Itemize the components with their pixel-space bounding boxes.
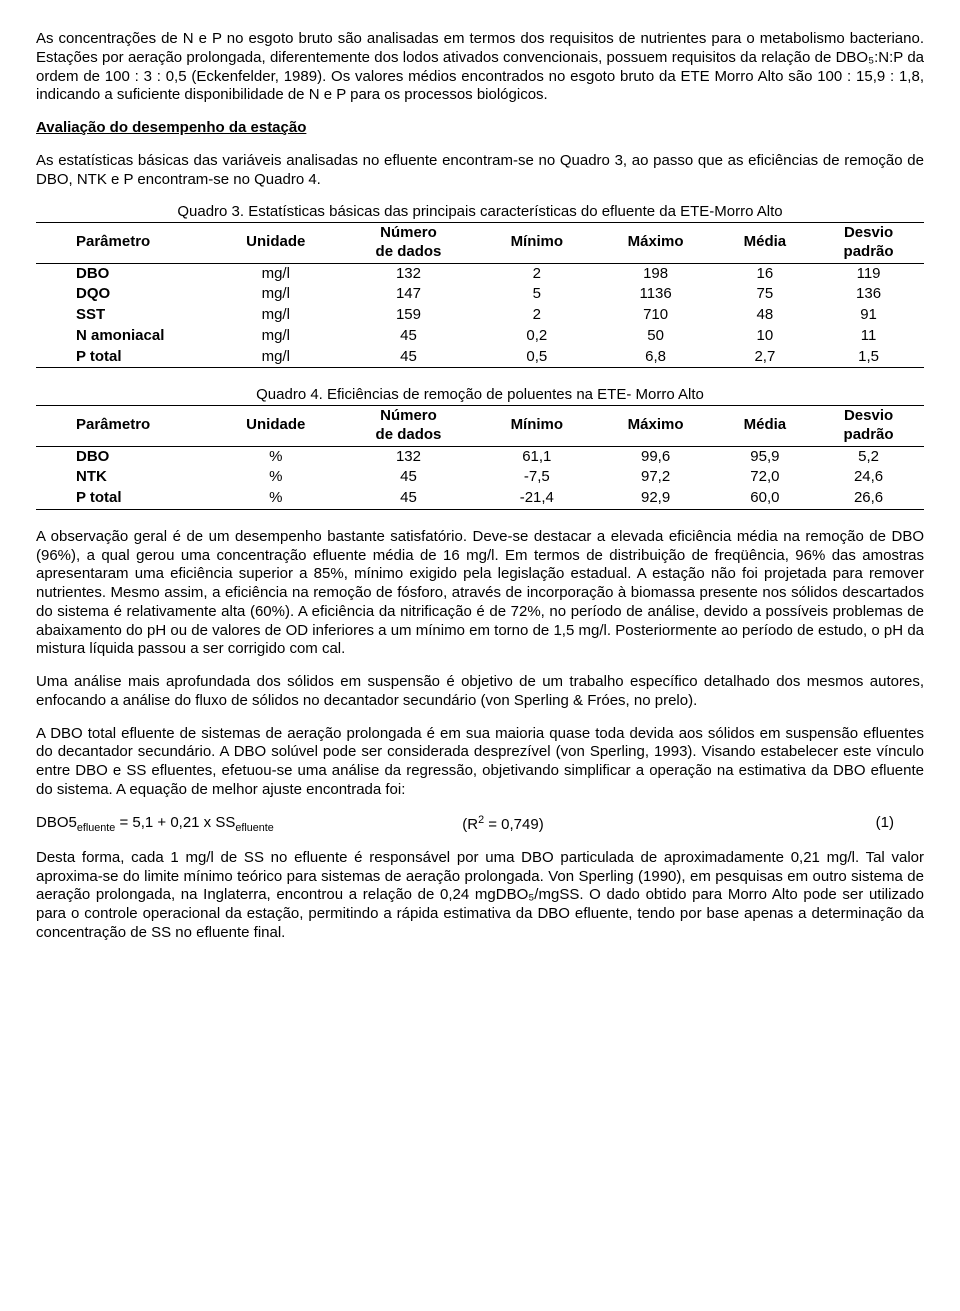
table-cell: 45 — [338, 326, 479, 347]
section-title: Avaliação do desempenho da estação — [36, 119, 924, 138]
table-cell: 159 — [338, 305, 479, 326]
paragraph-5: A DBO total efluente de sistemas de aera… — [36, 725, 924, 800]
table-cell: NTK — [36, 467, 214, 488]
table-row: DBO%13261,199,695,95,2 — [36, 446, 924, 467]
table-cell: 16 — [717, 263, 814, 284]
table4: Parâmetro Unidade Númerode dados Mínimo … — [36, 405, 924, 510]
table-cell: 136 — [813, 284, 924, 305]
table-cell: % — [214, 446, 338, 467]
table-cell: 5,2 — [813, 446, 924, 467]
th-param: Parâmetro — [36, 223, 214, 264]
table-cell: 99,6 — [595, 446, 717, 467]
table-cell: 45 — [338, 347, 479, 368]
table4-caption: Quadro 4. Eficiências de remoção de polu… — [36, 386, 924, 405]
th-unit: Unidade — [214, 406, 338, 447]
table-cell: 60,0 — [717, 488, 814, 509]
paragraph-2: As estatísticas básicas das variáveis an… — [36, 152, 924, 190]
table-row: SSTmg/l15927104891 — [36, 305, 924, 326]
table-cell: 2,7 — [717, 347, 814, 368]
table-cell: N amoniacal — [36, 326, 214, 347]
table-cell: DQO — [36, 284, 214, 305]
table-cell: 5 — [479, 284, 595, 305]
table-row: DQOmg/l1475113675136 — [36, 284, 924, 305]
table-cell: -7,5 — [479, 467, 595, 488]
table-row: N amoniacalmg/l450,2501011 — [36, 326, 924, 347]
equation-row: DBO5efluente = 5,1 + 0,21 x SSefluente (… — [36, 814, 924, 835]
equation-r2: (R2 = 0,749) — [462, 814, 728, 835]
paragraph-4: Uma análise mais aprofundada dos sólidos… — [36, 673, 924, 711]
table-cell: mg/l — [214, 305, 338, 326]
table-cell: DBO — [36, 446, 214, 467]
table-cell: 198 — [595, 263, 717, 284]
th-sd: Desviopadrão — [813, 406, 924, 447]
th-mean: Média — [717, 223, 814, 264]
th-sd: Desviopadrão — [813, 223, 924, 264]
table-cell: 2 — [479, 263, 595, 284]
table-cell: 24,6 — [813, 467, 924, 488]
table3: Parâmetro Unidade Númerode dados Mínimo … — [36, 222, 924, 368]
table-cell: 6,8 — [595, 347, 717, 368]
paragraph-3: A observação geral é de um desempenho ba… — [36, 528, 924, 659]
table-cell: 2 — [479, 305, 595, 326]
table-cell: mg/l — [214, 326, 338, 347]
table-cell: SST — [36, 305, 214, 326]
table-cell: 710 — [595, 305, 717, 326]
th-num: Númerode dados — [338, 223, 479, 264]
table-cell: mg/l — [214, 263, 338, 284]
equation-lhs: DBO5efluente = 5,1 + 0,21 x SSefluente — [36, 814, 462, 835]
th-unit: Unidade — [214, 223, 338, 264]
table-cell: 97,2 — [595, 467, 717, 488]
table-cell: 91 — [813, 305, 924, 326]
table-cell: 11 — [813, 326, 924, 347]
table-cell: 1,5 — [813, 347, 924, 368]
table-cell: DBO — [36, 263, 214, 284]
th-min: Mínimo — [479, 406, 595, 447]
table-cell: 1136 — [595, 284, 717, 305]
table-cell: 132 — [338, 446, 479, 467]
table-row: P totalmg/l450,56,82,71,5 — [36, 347, 924, 368]
table-cell: P total — [36, 347, 214, 368]
table-cell: 72,0 — [717, 467, 814, 488]
table-cell: 45 — [338, 488, 479, 509]
table-row: NTK%45-7,597,272,024,6 — [36, 467, 924, 488]
table-cell: % — [214, 488, 338, 509]
equation-num: (1) — [729, 814, 924, 835]
table-cell: P total — [36, 488, 214, 509]
table-cell: -21,4 — [479, 488, 595, 509]
table-cell: 61,1 — [479, 446, 595, 467]
table-cell: 92,9 — [595, 488, 717, 509]
table-cell: 50 — [595, 326, 717, 347]
table-cell: % — [214, 467, 338, 488]
table-cell: 95,9 — [717, 446, 814, 467]
table-cell: mg/l — [214, 347, 338, 368]
th-param: Parâmetro — [36, 406, 214, 447]
table-cell: 26,6 — [813, 488, 924, 509]
table-cell: 75 — [717, 284, 814, 305]
table-cell: 45 — [338, 467, 479, 488]
table-cell: 48 — [717, 305, 814, 326]
table-cell: mg/l — [214, 284, 338, 305]
table-row: DBOmg/l132219816119 — [36, 263, 924, 284]
paragraph-6: Desta forma, cada 1 mg/l de SS no efluen… — [36, 849, 924, 943]
table-cell: 132 — [338, 263, 479, 284]
table-cell: 10 — [717, 326, 814, 347]
th-mean: Média — [717, 406, 814, 447]
table3-caption: Quadro 3. Estatísticas básicas das princ… — [36, 203, 924, 222]
table-cell: 0,2 — [479, 326, 595, 347]
th-num: Númerode dados — [338, 406, 479, 447]
th-max: Máximo — [595, 406, 717, 447]
table-cell: 0,5 — [479, 347, 595, 368]
th-min: Mínimo — [479, 223, 595, 264]
table-cell: 119 — [813, 263, 924, 284]
paragraph-intro: As concentrações de N e P no esgoto brut… — [36, 30, 924, 105]
table-row: P total%45-21,492,960,026,6 — [36, 488, 924, 509]
th-max: Máximo — [595, 223, 717, 264]
table-cell: 147 — [338, 284, 479, 305]
